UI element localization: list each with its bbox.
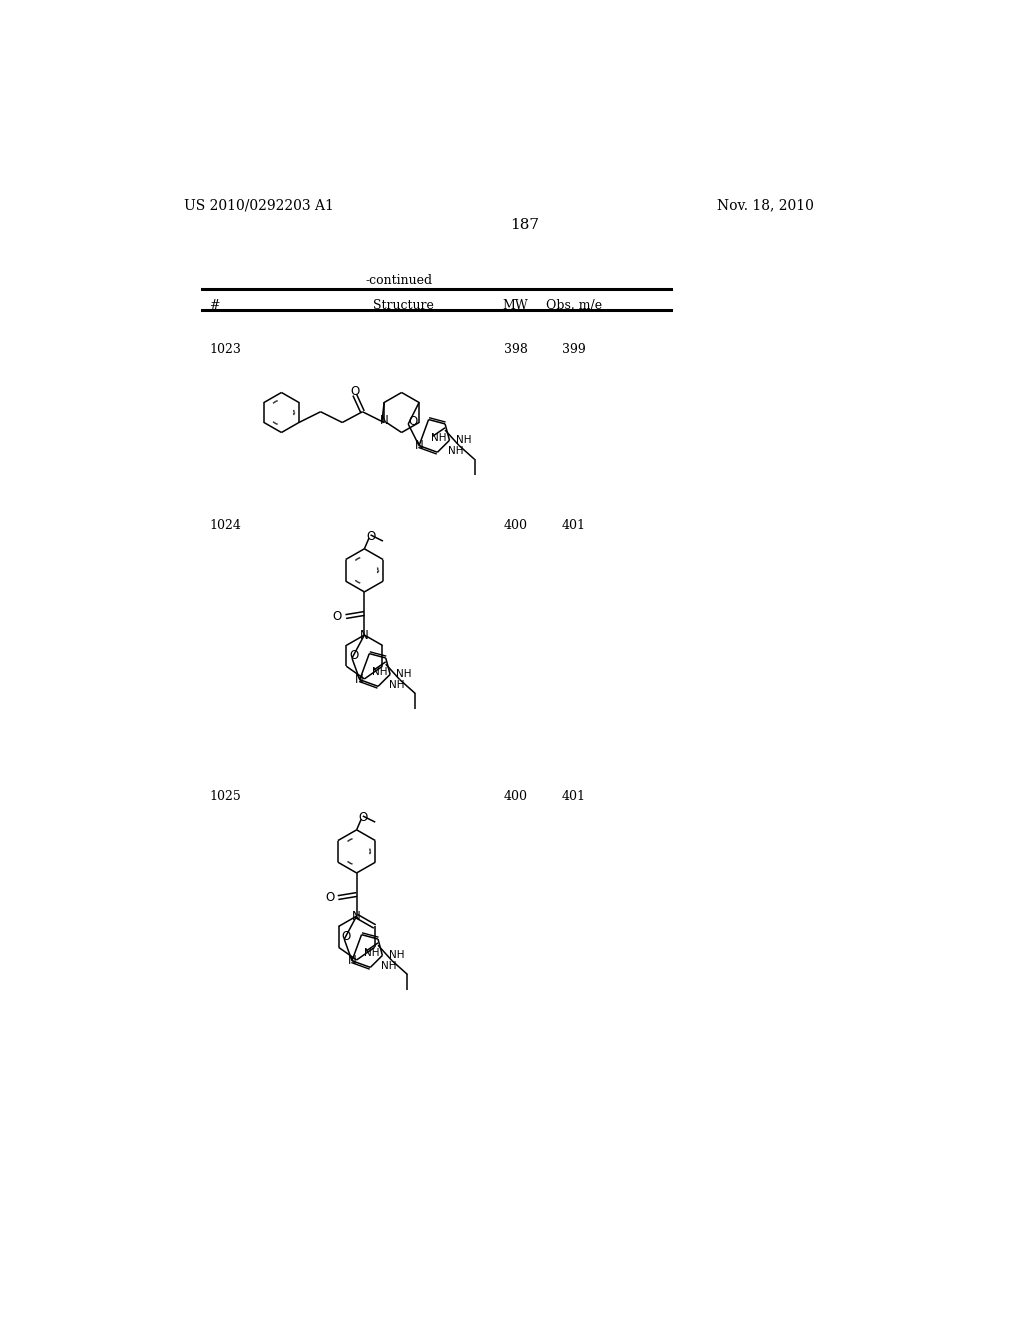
Text: NH: NH xyxy=(449,446,464,455)
Text: NH: NH xyxy=(365,948,380,958)
Text: Obs. m/e: Obs. m/e xyxy=(546,300,602,313)
Text: -continued: -continued xyxy=(366,275,433,286)
Text: N: N xyxy=(355,673,365,686)
Text: NH: NH xyxy=(389,680,404,690)
Text: 401: 401 xyxy=(561,519,586,532)
Text: NH: NH xyxy=(456,436,471,445)
Text: O: O xyxy=(350,385,359,399)
Text: 400: 400 xyxy=(504,789,527,803)
Text: O: O xyxy=(349,648,358,661)
Text: Nov. 18, 2010: Nov. 18, 2010 xyxy=(717,198,814,213)
Text: O: O xyxy=(341,929,350,942)
Text: #: # xyxy=(209,300,220,313)
Text: 1023: 1023 xyxy=(209,343,242,356)
Text: O: O xyxy=(366,529,375,543)
Text: 1025: 1025 xyxy=(209,789,241,803)
Text: MW: MW xyxy=(503,300,528,313)
Text: Structure: Structure xyxy=(373,300,433,313)
Text: 1024: 1024 xyxy=(209,519,242,532)
Text: 399: 399 xyxy=(562,343,586,356)
Text: O: O xyxy=(333,610,342,623)
Text: NH: NH xyxy=(381,961,396,970)
Text: N: N xyxy=(360,628,369,642)
Text: N: N xyxy=(352,909,361,923)
Text: 398: 398 xyxy=(504,343,527,356)
Text: NH: NH xyxy=(431,433,446,442)
Text: US 2010/0292203 A1: US 2010/0292203 A1 xyxy=(183,198,334,213)
Text: NH: NH xyxy=(372,667,387,677)
Text: NH: NH xyxy=(389,950,404,961)
Text: 400: 400 xyxy=(504,519,527,532)
Text: O: O xyxy=(358,810,368,824)
Text: O: O xyxy=(409,414,418,428)
Text: 187: 187 xyxy=(510,218,540,232)
Text: 401: 401 xyxy=(561,789,586,803)
Text: NH: NH xyxy=(396,669,412,680)
Text: N: N xyxy=(380,414,388,428)
Text: O: O xyxy=(325,891,334,904)
Text: N: N xyxy=(415,440,424,453)
Text: N: N xyxy=(347,954,356,968)
